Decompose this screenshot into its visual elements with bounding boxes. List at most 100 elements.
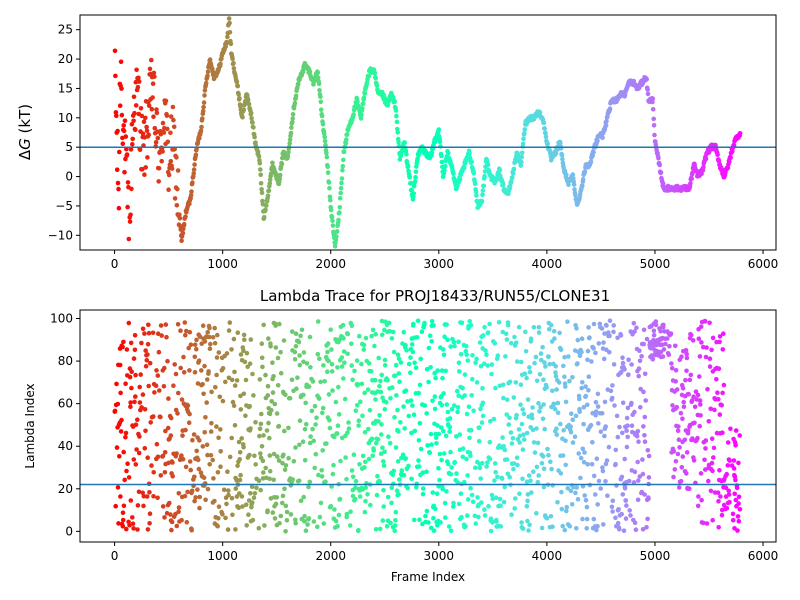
lambda-point xyxy=(541,402,546,407)
dg-point xyxy=(256,154,262,159)
lambda-point xyxy=(215,332,220,338)
lambda-point xyxy=(581,459,587,465)
lambda-point xyxy=(610,498,616,504)
lambda-point xyxy=(539,357,544,363)
dg-point xyxy=(657,162,662,168)
lambda-point xyxy=(301,392,306,398)
lambda-point xyxy=(205,377,210,382)
lambda-point xyxy=(352,496,358,502)
lambda-point xyxy=(634,433,640,439)
dg-point xyxy=(126,236,132,242)
lambda-point xyxy=(325,369,330,375)
lambda-point xyxy=(393,362,399,368)
lambda-point xyxy=(150,330,156,336)
lambda-point xyxy=(464,456,469,462)
lambda-point xyxy=(393,509,399,515)
lambda-point xyxy=(417,517,422,522)
lambda-point xyxy=(535,479,541,485)
lambda-point xyxy=(199,368,204,373)
dg-point xyxy=(188,193,194,198)
lambda-point xyxy=(137,400,143,405)
lambda-point xyxy=(307,334,313,340)
dg-point xyxy=(573,192,578,198)
lambda-point xyxy=(527,522,532,528)
dg-point xyxy=(171,124,177,130)
dg-point xyxy=(472,181,478,187)
lambda-point xyxy=(251,393,256,398)
lambda-point xyxy=(329,361,335,367)
lambda-point xyxy=(513,340,519,346)
lambda-point xyxy=(543,364,548,369)
lambda-point xyxy=(471,408,476,414)
dg-point xyxy=(236,92,241,97)
lambda-point xyxy=(313,451,319,457)
lambda-point xyxy=(241,348,246,354)
lambda-point xyxy=(525,498,530,504)
dg-point xyxy=(154,110,160,116)
lambda-point xyxy=(159,333,164,338)
dg-point xyxy=(330,223,336,228)
lambda-point xyxy=(557,330,562,336)
lambda-point xyxy=(525,397,531,402)
lambda-point xyxy=(638,405,643,410)
dg-point xyxy=(290,116,296,121)
lambda-point xyxy=(416,390,422,396)
lambda-point xyxy=(610,383,615,388)
lambda-point xyxy=(441,352,447,358)
lambda-point xyxy=(303,528,309,533)
lambda-point xyxy=(615,520,621,526)
lambda-point xyxy=(433,435,439,441)
dg-point xyxy=(116,205,122,211)
dg-point xyxy=(292,100,298,106)
lambda-point xyxy=(553,373,559,379)
dg-point xyxy=(156,166,162,171)
lambda-point xyxy=(256,478,262,484)
lambda-point xyxy=(691,458,697,463)
lambda-point xyxy=(629,423,635,429)
dg-point xyxy=(412,179,418,184)
lambda-point xyxy=(473,521,479,526)
lambda-point xyxy=(236,439,242,445)
lambda-point xyxy=(297,442,302,448)
lambda-point xyxy=(301,359,306,365)
lambda-point xyxy=(611,329,616,335)
lambda-point xyxy=(296,339,302,345)
lambda-point xyxy=(701,520,706,526)
lambda-point xyxy=(697,398,703,403)
lambda-point xyxy=(493,469,499,475)
lambda-point xyxy=(559,506,565,512)
lambda-point xyxy=(458,352,464,357)
lambda-point xyxy=(174,451,179,456)
lambda-point xyxy=(115,401,121,407)
lambda-point xyxy=(411,412,417,418)
lambda-point xyxy=(684,471,689,476)
lambda-point xyxy=(570,417,576,423)
lambda-point xyxy=(208,429,214,434)
lambda-point xyxy=(521,432,526,438)
lambda-point xyxy=(135,527,140,532)
lambda-point xyxy=(507,415,512,421)
lambda-point xyxy=(313,422,318,427)
lambda-point xyxy=(632,409,637,415)
lambda-point xyxy=(164,334,169,340)
lambda-point xyxy=(532,450,538,455)
dg-point xyxy=(250,120,255,125)
dg-point xyxy=(133,127,138,133)
dg-point xyxy=(187,201,192,207)
lambda-point xyxy=(698,324,704,330)
lambda-point xyxy=(202,430,207,435)
lambda-point xyxy=(642,371,648,377)
lambda-point xyxy=(203,497,208,503)
lambda-point xyxy=(611,362,617,367)
dg-point xyxy=(341,157,346,163)
lambda-point xyxy=(370,453,376,459)
lambda-point xyxy=(683,377,688,383)
dg-point xyxy=(267,181,273,186)
lambda-point xyxy=(637,474,643,479)
lambda-point xyxy=(353,408,359,414)
dg-point xyxy=(121,123,126,128)
lambda-point xyxy=(500,435,505,440)
dg-point xyxy=(201,104,206,110)
dg-point xyxy=(114,167,120,172)
lambda-point xyxy=(724,505,730,511)
